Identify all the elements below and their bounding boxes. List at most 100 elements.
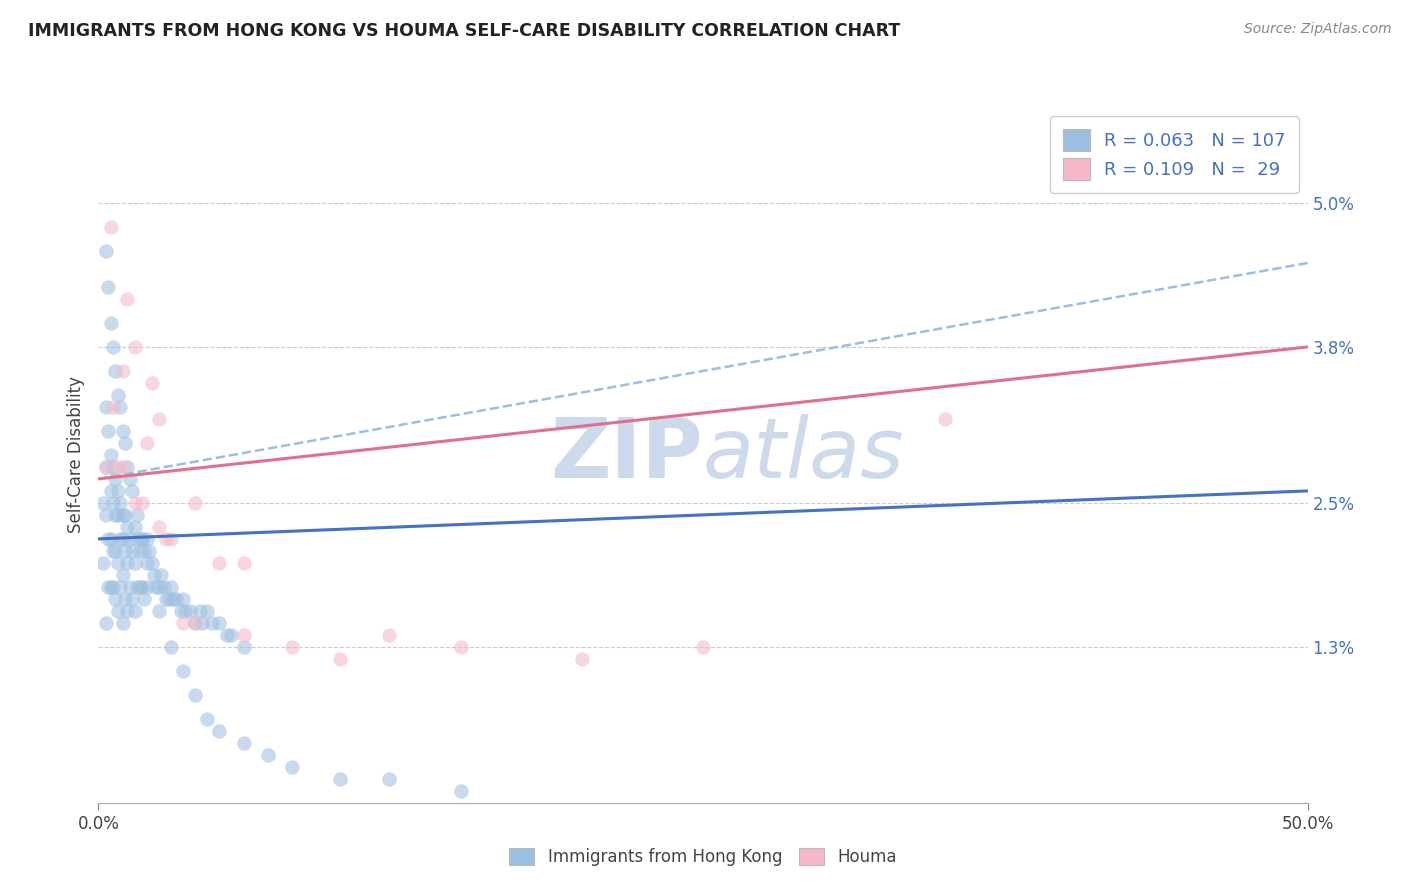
Point bbox=[124, 520, 146, 534]
Point bbox=[124, 496, 146, 510]
Point bbox=[172, 664, 194, 678]
Point bbox=[114, 508, 136, 522]
Point bbox=[117, 520, 139, 534]
Point bbox=[108, 400, 131, 414]
Point bbox=[256, 747, 278, 762]
Point bbox=[111, 508, 134, 522]
Point bbox=[107, 459, 129, 474]
Point bbox=[124, 556, 146, 570]
Point bbox=[101, 340, 124, 354]
Point bbox=[208, 723, 231, 738]
Point bbox=[571, 652, 593, 666]
Point bbox=[101, 580, 124, 594]
Point bbox=[150, 567, 173, 582]
Point bbox=[101, 400, 124, 414]
Point bbox=[104, 591, 127, 606]
Point bbox=[281, 640, 304, 654]
Point bbox=[108, 496, 131, 510]
Point bbox=[377, 772, 399, 786]
Point bbox=[107, 508, 129, 522]
Point bbox=[111, 424, 134, 438]
Point bbox=[135, 556, 157, 570]
Point bbox=[160, 580, 183, 594]
Point bbox=[184, 615, 207, 630]
Point bbox=[232, 736, 254, 750]
Point bbox=[118, 580, 141, 594]
Point bbox=[160, 640, 183, 654]
Point bbox=[124, 604, 146, 618]
Point bbox=[94, 400, 117, 414]
Point bbox=[121, 544, 143, 558]
Point bbox=[104, 364, 127, 378]
Point bbox=[195, 604, 218, 618]
Point bbox=[172, 591, 194, 606]
Point bbox=[148, 604, 170, 618]
Point bbox=[117, 604, 139, 618]
Point bbox=[135, 580, 157, 594]
Point bbox=[221, 628, 243, 642]
Point bbox=[162, 591, 184, 606]
Point bbox=[111, 532, 134, 546]
Point bbox=[188, 604, 211, 618]
Point bbox=[91, 556, 114, 570]
Point bbox=[100, 532, 122, 546]
Point bbox=[232, 628, 254, 642]
Point bbox=[91, 496, 114, 510]
Point bbox=[107, 388, 129, 402]
Point bbox=[184, 615, 207, 630]
Point bbox=[111, 567, 134, 582]
Point bbox=[107, 604, 129, 618]
Point bbox=[208, 556, 231, 570]
Point bbox=[135, 436, 157, 450]
Point bbox=[172, 615, 194, 630]
Point bbox=[100, 483, 122, 498]
Point bbox=[152, 580, 174, 594]
Point bbox=[174, 604, 197, 618]
Point bbox=[179, 604, 201, 618]
Point bbox=[97, 424, 120, 438]
Point bbox=[208, 615, 231, 630]
Point bbox=[232, 640, 254, 654]
Point bbox=[124, 340, 146, 354]
Point bbox=[97, 580, 120, 594]
Point bbox=[232, 556, 254, 570]
Point bbox=[157, 591, 180, 606]
Point bbox=[94, 615, 117, 630]
Point bbox=[134, 591, 156, 606]
Point bbox=[108, 580, 131, 594]
Point bbox=[104, 508, 127, 522]
Point bbox=[104, 544, 127, 558]
Point bbox=[155, 532, 177, 546]
Point bbox=[148, 412, 170, 426]
Point bbox=[934, 412, 956, 426]
Point bbox=[128, 544, 150, 558]
Y-axis label: Self-Care Disability: Self-Care Disability bbox=[66, 376, 84, 533]
Point bbox=[94, 459, 117, 474]
Point bbox=[329, 652, 352, 666]
Point bbox=[121, 483, 143, 498]
Legend: R = 0.063   N = 107, R = 0.109   N =  29: R = 0.063 N = 107, R = 0.109 N = 29 bbox=[1050, 116, 1299, 193]
Point bbox=[101, 459, 124, 474]
Point bbox=[100, 219, 122, 234]
Point bbox=[117, 556, 139, 570]
Point bbox=[94, 508, 117, 522]
Point bbox=[94, 244, 117, 258]
Point bbox=[195, 712, 218, 726]
Point bbox=[107, 556, 129, 570]
Point bbox=[148, 580, 170, 594]
Text: IMMIGRANTS FROM HONG KONG VS HOUMA SELF-CARE DISABILITY CORRELATION CHART: IMMIGRANTS FROM HONG KONG VS HOUMA SELF-… bbox=[28, 22, 900, 40]
Point bbox=[127, 508, 149, 522]
Point bbox=[127, 580, 149, 594]
Point bbox=[121, 591, 143, 606]
Point bbox=[191, 615, 214, 630]
Point bbox=[114, 544, 136, 558]
Point bbox=[104, 472, 127, 486]
Point bbox=[155, 591, 177, 606]
Point bbox=[169, 604, 191, 618]
Point bbox=[184, 688, 207, 702]
Point bbox=[117, 292, 139, 306]
Point bbox=[131, 532, 153, 546]
Point bbox=[141, 376, 163, 390]
Point bbox=[117, 459, 139, 474]
Point bbox=[450, 640, 472, 654]
